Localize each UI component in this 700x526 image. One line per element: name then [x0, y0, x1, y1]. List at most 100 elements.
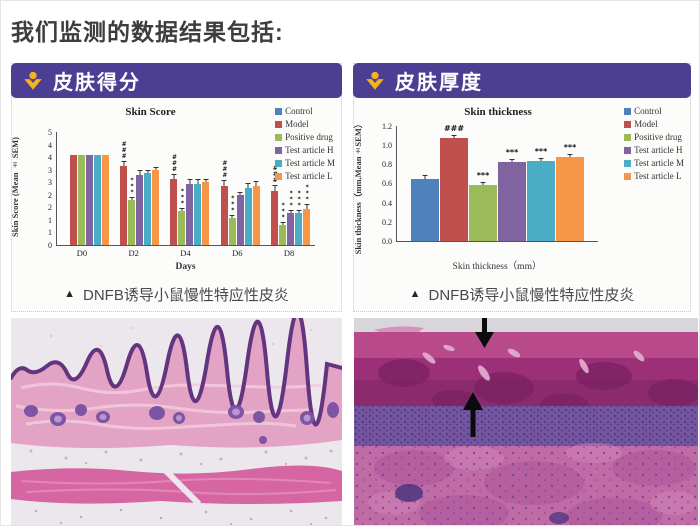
bar: [303, 209, 311, 245]
legend-swatch: [275, 120, 283, 128]
bar: [136, 175, 144, 245]
bar-slot: [194, 132, 202, 245]
significance-marker: ***: [476, 171, 490, 180]
bar: [77, 155, 85, 245]
caption-text: DNFB诱导小鼠慢性特应性皮炎: [83, 286, 289, 304]
y-tick: 5: [48, 128, 52, 137]
bar-slot: ***: [295, 132, 303, 245]
bar: [178, 211, 186, 245]
x-axis-label: Skin thickness（mm）: [452, 262, 542, 272]
skin-score-chart: Skin Score Skin Score (Mean ± SEM) Contr…: [10, 98, 341, 276]
bar-slot: ***: [469, 126, 497, 241]
error-bar: [221, 180, 227, 186]
bar-slot: [252, 132, 260, 245]
bar: [440, 138, 468, 241]
histology-image-normal-skin: [11, 318, 342, 525]
bar: [120, 166, 128, 245]
panel-skin-thickness: 皮肤厚度 Skin thickness Skin thickness（mm,Me…: [353, 63, 691, 312]
y-tick: 0: [48, 240, 52, 250]
bar: [144, 173, 152, 245]
y-tick: 1.0: [382, 141, 392, 151]
y-tick: 0.4: [382, 198, 392, 208]
skin-score-header: 皮肤得分: [11, 63, 342, 98]
bar-slot: [186, 132, 194, 245]
bar: [287, 213, 295, 245]
y-tick: 1: [48, 228, 52, 238]
significance-marker: ***: [279, 202, 287, 220]
error-bar: [280, 222, 286, 225]
bar: [220, 186, 228, 245]
bar-slot: ###: [440, 124, 468, 241]
bar-slot: [77, 132, 85, 245]
legend-swatch: [624, 159, 632, 167]
significance-marker: ***: [295, 190, 303, 208]
error-bar: [288, 210, 294, 213]
panel-skin-score: 皮肤得分 Skin Score Skin Score (Mean ± SEM) …: [10, 63, 342, 312]
plot-area: ###***###***###***###************: [56, 132, 315, 246]
legend-swatch: [624, 133, 632, 141]
legend-swatch: [275, 107, 283, 115]
bar-slot: ***: [178, 132, 186, 245]
y-axis-ticks: 1.2 1.0 0.8 0.6 0.4 0.2 0.0: [372, 122, 392, 246]
bar: [152, 170, 160, 245]
triangle-marker-icon: ▲: [409, 288, 421, 300]
legend-swatch: [624, 146, 632, 154]
error-bar: [229, 215, 235, 218]
error-bar: [480, 182, 486, 185]
bar: [170, 179, 178, 245]
y-axis-label: Skin thickness（mm,Mean±SEM）: [353, 119, 363, 255]
legend-item: Test article M: [624, 158, 684, 168]
bar-slot: ***: [228, 132, 237, 245]
legend-item: Test article L: [624, 171, 684, 181]
legend-swatch: [275, 133, 283, 141]
legend-item: Model: [624, 119, 684, 129]
bar-slot: [263, 132, 270, 245]
y-axis-ticks: 5 4 4 3 3 2 2 1 1 0: [38, 128, 52, 250]
x-tick: D8: [283, 248, 295, 258]
bar-slot: [144, 132, 152, 245]
legend-swatch: [275, 172, 283, 180]
error-bar: [121, 161, 127, 166]
error-bar: [304, 204, 310, 209]
bar-slot: ###: [170, 132, 178, 245]
plot-area: ### *** *** *** ***: [396, 124, 598, 242]
legend-item: Test article L: [275, 171, 335, 181]
error-bar: [451, 135, 457, 138]
error-bar: [272, 185, 278, 191]
bar: [469, 185, 497, 241]
chart-title: Skin Score: [125, 106, 176, 118]
significance-marker: ###: [170, 154, 178, 172]
bar-slot: ***: [287, 132, 295, 245]
bar: [93, 155, 101, 245]
legend-item: Test article H: [275, 145, 335, 155]
error-bar: [296, 210, 302, 213]
page-title: 我们监测的数据结果包括:: [11, 19, 284, 45]
x-tick: D0: [76, 248, 88, 258]
bar: [244, 188, 252, 245]
caption-text: DNFB诱导小鼠慢性特应性皮炎: [428, 286, 635, 304]
error-bar: [171, 174, 177, 179]
significance-marker: ***: [229, 195, 237, 213]
legend-item: Positive drug: [275, 132, 335, 142]
bar-slot: ***: [303, 132, 311, 245]
legend-swatch: [624, 120, 632, 128]
error-bar: [129, 197, 135, 200]
x-tick: D2: [128, 248, 139, 258]
error-bar: [145, 170, 151, 173]
legend-item: Model: [275, 119, 335, 129]
bar: [194, 184, 202, 245]
error-bar: [179, 208, 185, 211]
y-tick: 1: [48, 215, 52, 225]
y-axis-label: Skin Score (Mean ± SEM): [10, 136, 20, 238]
y-tick: 3: [48, 165, 52, 175]
y-tick: 0.2: [382, 217, 392, 227]
bar-slot: [136, 132, 144, 245]
error-bar: [253, 181, 259, 186]
x-axis-label: Days: [175, 262, 196, 272]
error-bar: [137, 170, 143, 175]
x-axis-ticks: D0 D2 D4 D6 D8: [56, 248, 315, 258]
skin-thickness-caption: ▲ DNFB诱导小鼠慢性特应性皮炎: [354, 276, 690, 312]
legend-item: Control: [624, 106, 684, 116]
significance-marker: ###: [443, 124, 465, 133]
bar-slot: [244, 132, 252, 245]
